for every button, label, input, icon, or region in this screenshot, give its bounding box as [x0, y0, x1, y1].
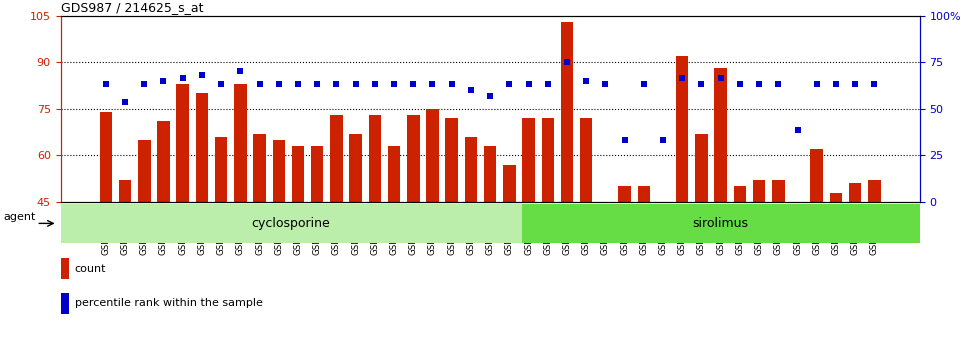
Bar — [560, 22, 573, 202]
Bar — [215, 137, 228, 202]
Bar — [61, 293, 69, 314]
Point — [655, 137, 671, 142]
Point — [367, 81, 382, 87]
Point — [329, 81, 344, 87]
Bar — [733, 186, 746, 202]
Point — [213, 81, 229, 87]
Point — [348, 81, 363, 87]
Point — [579, 78, 594, 83]
Bar — [158, 121, 170, 202]
Point — [848, 81, 863, 87]
Point — [406, 81, 421, 87]
Point — [732, 81, 748, 87]
Text: GDS987 / 214625_s_at: GDS987 / 214625_s_at — [61, 1, 203, 14]
Bar — [484, 146, 496, 202]
Point — [828, 81, 844, 87]
Point — [194, 72, 209, 77]
Point — [598, 81, 613, 87]
Bar — [427, 109, 439, 202]
Text: count: count — [75, 264, 107, 274]
Bar — [177, 84, 189, 202]
Point — [309, 81, 325, 87]
Bar — [522, 118, 534, 202]
Point — [425, 81, 440, 87]
Bar — [849, 183, 861, 202]
Bar — [138, 140, 151, 202]
Bar — [254, 134, 266, 202]
Bar — [61, 258, 69, 279]
Point — [444, 81, 459, 87]
Bar — [331, 115, 343, 202]
Bar — [676, 56, 688, 202]
Bar — [579, 118, 592, 202]
Bar — [119, 180, 132, 202]
Bar — [772, 180, 784, 202]
Point — [617, 137, 632, 142]
Bar — [503, 165, 515, 202]
Bar — [100, 112, 112, 202]
Bar — [752, 180, 765, 202]
Bar — [791, 202, 803, 211]
Point — [675, 75, 690, 80]
Text: cyclosporine: cyclosporine — [252, 217, 331, 230]
Point — [482, 93, 498, 99]
Text: percentile rank within the sample: percentile rank within the sample — [75, 298, 262, 308]
Point — [540, 81, 555, 87]
Point — [867, 81, 882, 87]
Bar — [446, 118, 458, 202]
Point — [463, 87, 479, 93]
Point — [98, 81, 113, 87]
Point — [790, 128, 805, 133]
Point — [175, 75, 190, 80]
Bar — [388, 146, 401, 202]
Point — [233, 69, 248, 74]
Bar — [618, 186, 630, 202]
Bar — [829, 193, 842, 202]
Bar — [599, 202, 611, 233]
Bar — [637, 186, 650, 202]
Point — [136, 81, 152, 87]
Text: sirolimus: sirolimus — [693, 217, 749, 230]
Text: agent: agent — [3, 213, 36, 223]
Bar — [369, 115, 382, 202]
Point — [290, 81, 306, 87]
Point — [386, 81, 402, 87]
Point — [271, 81, 286, 87]
Bar — [810, 149, 823, 202]
Point — [156, 78, 171, 83]
Bar — [273, 140, 285, 202]
Bar — [541, 118, 554, 202]
Bar — [61, 204, 522, 243]
Bar — [292, 146, 305, 202]
Bar — [522, 204, 920, 243]
Bar — [196, 93, 209, 202]
Bar — [311, 146, 324, 202]
Point — [252, 81, 267, 87]
Point — [636, 81, 652, 87]
Bar — [234, 84, 247, 202]
Bar — [714, 68, 727, 202]
Point — [771, 81, 786, 87]
Bar — [350, 134, 362, 202]
Point — [521, 81, 536, 87]
Point — [502, 81, 517, 87]
Bar — [656, 202, 669, 258]
Point — [559, 59, 575, 65]
Bar — [407, 115, 420, 202]
Point — [694, 81, 709, 87]
Point — [809, 81, 825, 87]
Bar — [695, 134, 707, 202]
Point — [752, 81, 767, 87]
Bar — [868, 180, 880, 202]
Point — [713, 75, 728, 80]
Point — [117, 100, 133, 105]
Bar — [465, 137, 478, 202]
